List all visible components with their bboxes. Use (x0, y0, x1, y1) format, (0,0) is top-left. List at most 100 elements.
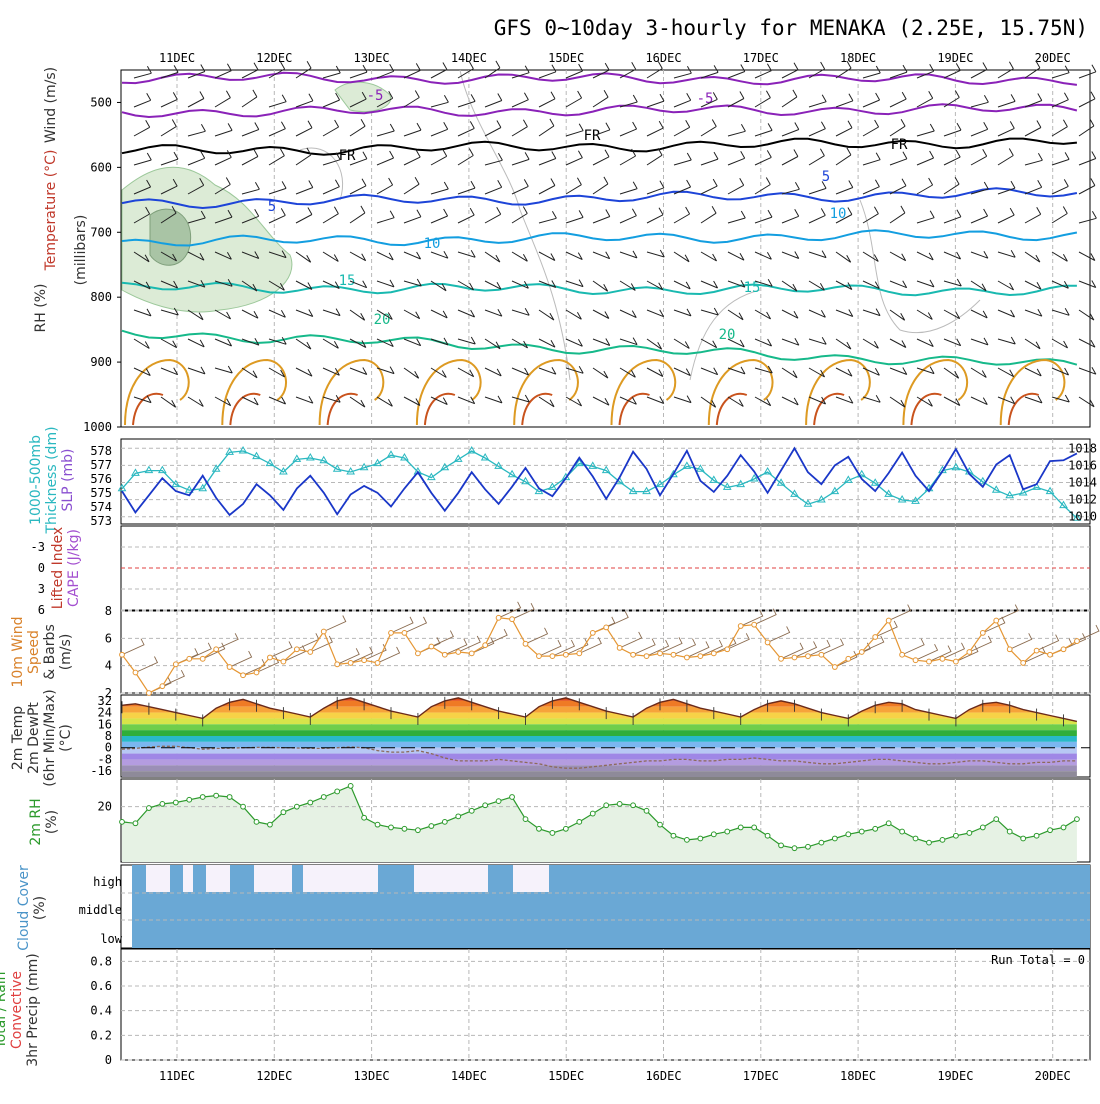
slp-line (121, 446, 1078, 517)
wind-barb (484, 60, 501, 79)
wind-speed-point (199, 655, 206, 662)
thickness-point (171, 479, 181, 488)
surface-barb (659, 637, 683, 654)
wind-barb (349, 205, 366, 224)
wind-barb (457, 148, 474, 166)
thickness-point (467, 446, 477, 454)
wind-speed-point (630, 651, 636, 658)
thickness-point (870, 478, 880, 486)
wind-barb (754, 209, 773, 224)
thickness-point (494, 461, 503, 469)
wind-barb (1024, 395, 1043, 404)
thickness-point (238, 446, 248, 454)
cloud-gap (183, 865, 193, 892)
wind-barb (727, 396, 744, 407)
wind-barb (1078, 151, 1097, 166)
rh-contour (859, 199, 981, 334)
wind-speed-point (468, 650, 475, 657)
wind-barb (943, 176, 960, 195)
wind-barb (916, 210, 935, 224)
wind-barb (457, 336, 476, 345)
wind-barb (322, 338, 339, 349)
wind-barb (700, 119, 717, 137)
thickness-point (1059, 500, 1068, 509)
isotherm--5 (121, 103, 1078, 119)
label-thickness-text: Thickness (dm) (44, 426, 60, 534)
wind-barb (511, 367, 530, 376)
wind-barb (727, 151, 746, 166)
wind-barb (808, 61, 826, 79)
li-tick: 0 (38, 561, 45, 575)
day-label-top: 12DEC (256, 51, 292, 65)
wind-speed-point (441, 651, 448, 658)
wind-barbs (133, 60, 1097, 408)
rh-point (1033, 832, 1040, 839)
wind-barb (619, 94, 638, 108)
wind-barb (133, 152, 152, 166)
wind-barb (592, 89, 609, 108)
wind-barb (1078, 366, 1097, 375)
rh-point (751, 824, 758, 831)
wind-barb (133, 206, 151, 224)
wind-barb (1078, 211, 1097, 224)
wind-barb (133, 251, 150, 263)
surface-barb (390, 616, 414, 634)
thickness-point (722, 482, 732, 490)
wind-barb (889, 396, 906, 408)
wind-barb (943, 90, 960, 108)
wind-barb (835, 207, 853, 224)
wind-barb (970, 280, 987, 292)
rh-point (858, 828, 865, 835)
wind-barb (538, 91, 556, 108)
label-wind10m-text: Speed (26, 630, 42, 674)
wind-barb (241, 122, 260, 137)
wind-barb (862, 308, 881, 317)
rh-point (966, 830, 973, 836)
wind-barb (241, 280, 258, 292)
wind-barb (808, 396, 827, 405)
wind-barb (835, 93, 854, 108)
wind-barb (214, 150, 232, 166)
rh-point (428, 823, 435, 829)
rh-point (226, 794, 233, 800)
label-rh2m-text: 2m RH (28, 798, 44, 845)
isotherm-15 (121, 281, 1077, 297)
label-rh2m-text: (%) (44, 810, 60, 834)
rh-point (320, 794, 327, 800)
wind-barb (646, 280, 664, 291)
pressure-tick: 500 (90, 95, 112, 109)
rh-point (778, 842, 784, 849)
label-thickness: 1000-500mb Thickness (dm) SLP (mb) (28, 426, 76, 534)
thickness-point (1018, 488, 1028, 496)
surface-barb (821, 638, 845, 656)
thickness-point (386, 450, 396, 458)
wind-barb (268, 309, 286, 318)
isotherm-30 (715, 392, 748, 426)
thickness-point (521, 476, 530, 485)
wind-speed-point (1033, 647, 1040, 654)
wind-barb (1024, 338, 1041, 350)
wind-barb (403, 367, 420, 379)
wind-barb (808, 181, 827, 195)
wind-barb (403, 63, 421, 79)
wind-barb (943, 396, 961, 406)
wind-barb (673, 179, 692, 195)
label-instability-text: Lifted Index (50, 527, 66, 609)
thickness-point (400, 453, 409, 461)
wind-barb (1051, 65, 1070, 79)
thickness-point (588, 461, 598, 469)
cloud-gap (414, 865, 488, 892)
wind-barb (214, 209, 233, 224)
isotherm--5 (121, 71, 1078, 86)
thickness-point (642, 486, 651, 495)
wind-barb (484, 153, 503, 166)
wind-speed-point (791, 654, 798, 661)
thickness-point (131, 468, 140, 476)
surface-barb (404, 616, 428, 634)
wind-barb (889, 178, 907, 195)
wind-barb (187, 338, 205, 348)
temp-band (122, 741, 1077, 748)
rh-point (630, 802, 636, 809)
wind-barb (349, 64, 368, 79)
surface-barb (780, 642, 804, 660)
